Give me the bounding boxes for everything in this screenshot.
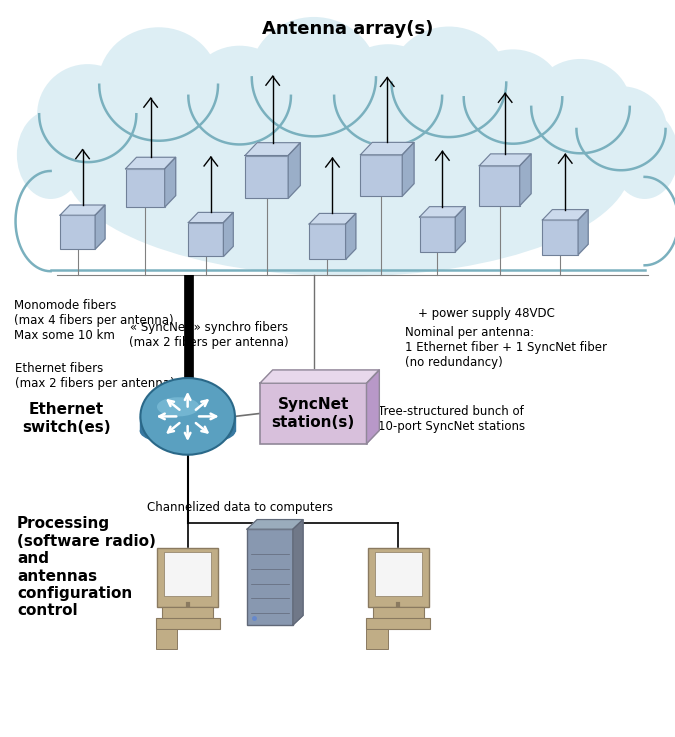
Ellipse shape (462, 49, 564, 145)
FancyBboxPatch shape (157, 548, 218, 607)
FancyBboxPatch shape (543, 220, 578, 254)
Ellipse shape (140, 418, 235, 444)
Polygon shape (247, 520, 303, 529)
Polygon shape (140, 416, 235, 431)
FancyBboxPatch shape (366, 618, 430, 629)
Polygon shape (293, 520, 303, 625)
Polygon shape (165, 157, 176, 207)
FancyBboxPatch shape (360, 155, 402, 196)
Ellipse shape (250, 17, 378, 138)
Polygon shape (455, 206, 465, 251)
Text: Ethernet
switch(es): Ethernet switch(es) (22, 402, 111, 435)
Text: Antenna array(s): Antenna array(s) (262, 21, 433, 38)
FancyBboxPatch shape (60, 215, 95, 249)
Polygon shape (402, 142, 414, 196)
FancyBboxPatch shape (126, 169, 165, 207)
Ellipse shape (157, 397, 199, 416)
FancyBboxPatch shape (164, 552, 211, 596)
FancyBboxPatch shape (162, 607, 213, 621)
Polygon shape (578, 209, 588, 254)
Polygon shape (223, 212, 234, 256)
Text: Ethernet fibers
(max 2 fibers per antenna): Ethernet fibers (max 2 fibers per antenn… (15, 362, 174, 390)
FancyBboxPatch shape (155, 629, 177, 649)
Text: Tree-structured bunch of
10-port SyncNet stations: Tree-structured bunch of 10-port SyncNet… (378, 405, 525, 433)
Text: « SyncNet » synchro fibers
(max 2 fibers per antenna): « SyncNet » synchro fibers (max 2 fibers… (130, 321, 289, 349)
Ellipse shape (17, 111, 84, 199)
Text: Channelized data to computers: Channelized data to computers (146, 501, 333, 514)
Polygon shape (360, 142, 414, 155)
Ellipse shape (389, 27, 508, 139)
FancyBboxPatch shape (420, 217, 456, 251)
FancyBboxPatch shape (375, 552, 422, 596)
FancyBboxPatch shape (260, 383, 367, 444)
Polygon shape (420, 206, 465, 217)
FancyBboxPatch shape (245, 156, 288, 198)
FancyBboxPatch shape (155, 618, 220, 629)
Polygon shape (309, 214, 356, 224)
Ellipse shape (333, 44, 443, 147)
Polygon shape (95, 205, 105, 249)
Text: Monomode fibers
(max 4 fibers per antenna)
Max some 10 km: Monomode fibers (max 4 fibers per antenn… (14, 299, 173, 342)
Ellipse shape (98, 27, 219, 142)
Ellipse shape (37, 64, 138, 164)
FancyBboxPatch shape (247, 529, 293, 625)
Polygon shape (60, 205, 105, 215)
Ellipse shape (140, 378, 235, 455)
FancyBboxPatch shape (188, 223, 223, 256)
Polygon shape (260, 370, 379, 383)
FancyBboxPatch shape (479, 166, 520, 206)
Polygon shape (346, 214, 356, 259)
FancyBboxPatch shape (309, 224, 346, 259)
Ellipse shape (611, 111, 675, 199)
Polygon shape (520, 154, 531, 206)
Ellipse shape (187, 46, 292, 146)
Ellipse shape (64, 55, 631, 276)
Text: Nominal per antenna:
1 Ethernet fiber + 1 SyncNet fiber
(no redundancy): Nominal per antenna: 1 Ethernet fiber + … (405, 326, 607, 369)
FancyBboxPatch shape (373, 607, 424, 621)
Ellipse shape (575, 86, 667, 172)
Text: Processing
(software radio)
and
antennas
configuration
control: Processing (software radio) and antennas… (17, 517, 156, 618)
FancyBboxPatch shape (368, 548, 429, 607)
Polygon shape (367, 370, 379, 444)
Polygon shape (288, 143, 300, 198)
Polygon shape (479, 154, 531, 166)
FancyBboxPatch shape (366, 629, 387, 649)
Polygon shape (245, 143, 300, 156)
Text: + power supply 48VDC: + power supply 48VDC (418, 307, 556, 320)
Text: SyncNet
station(s): SyncNet station(s) (271, 397, 355, 430)
Polygon shape (543, 209, 588, 220)
Ellipse shape (530, 59, 631, 155)
Polygon shape (126, 157, 176, 169)
Polygon shape (188, 212, 234, 223)
